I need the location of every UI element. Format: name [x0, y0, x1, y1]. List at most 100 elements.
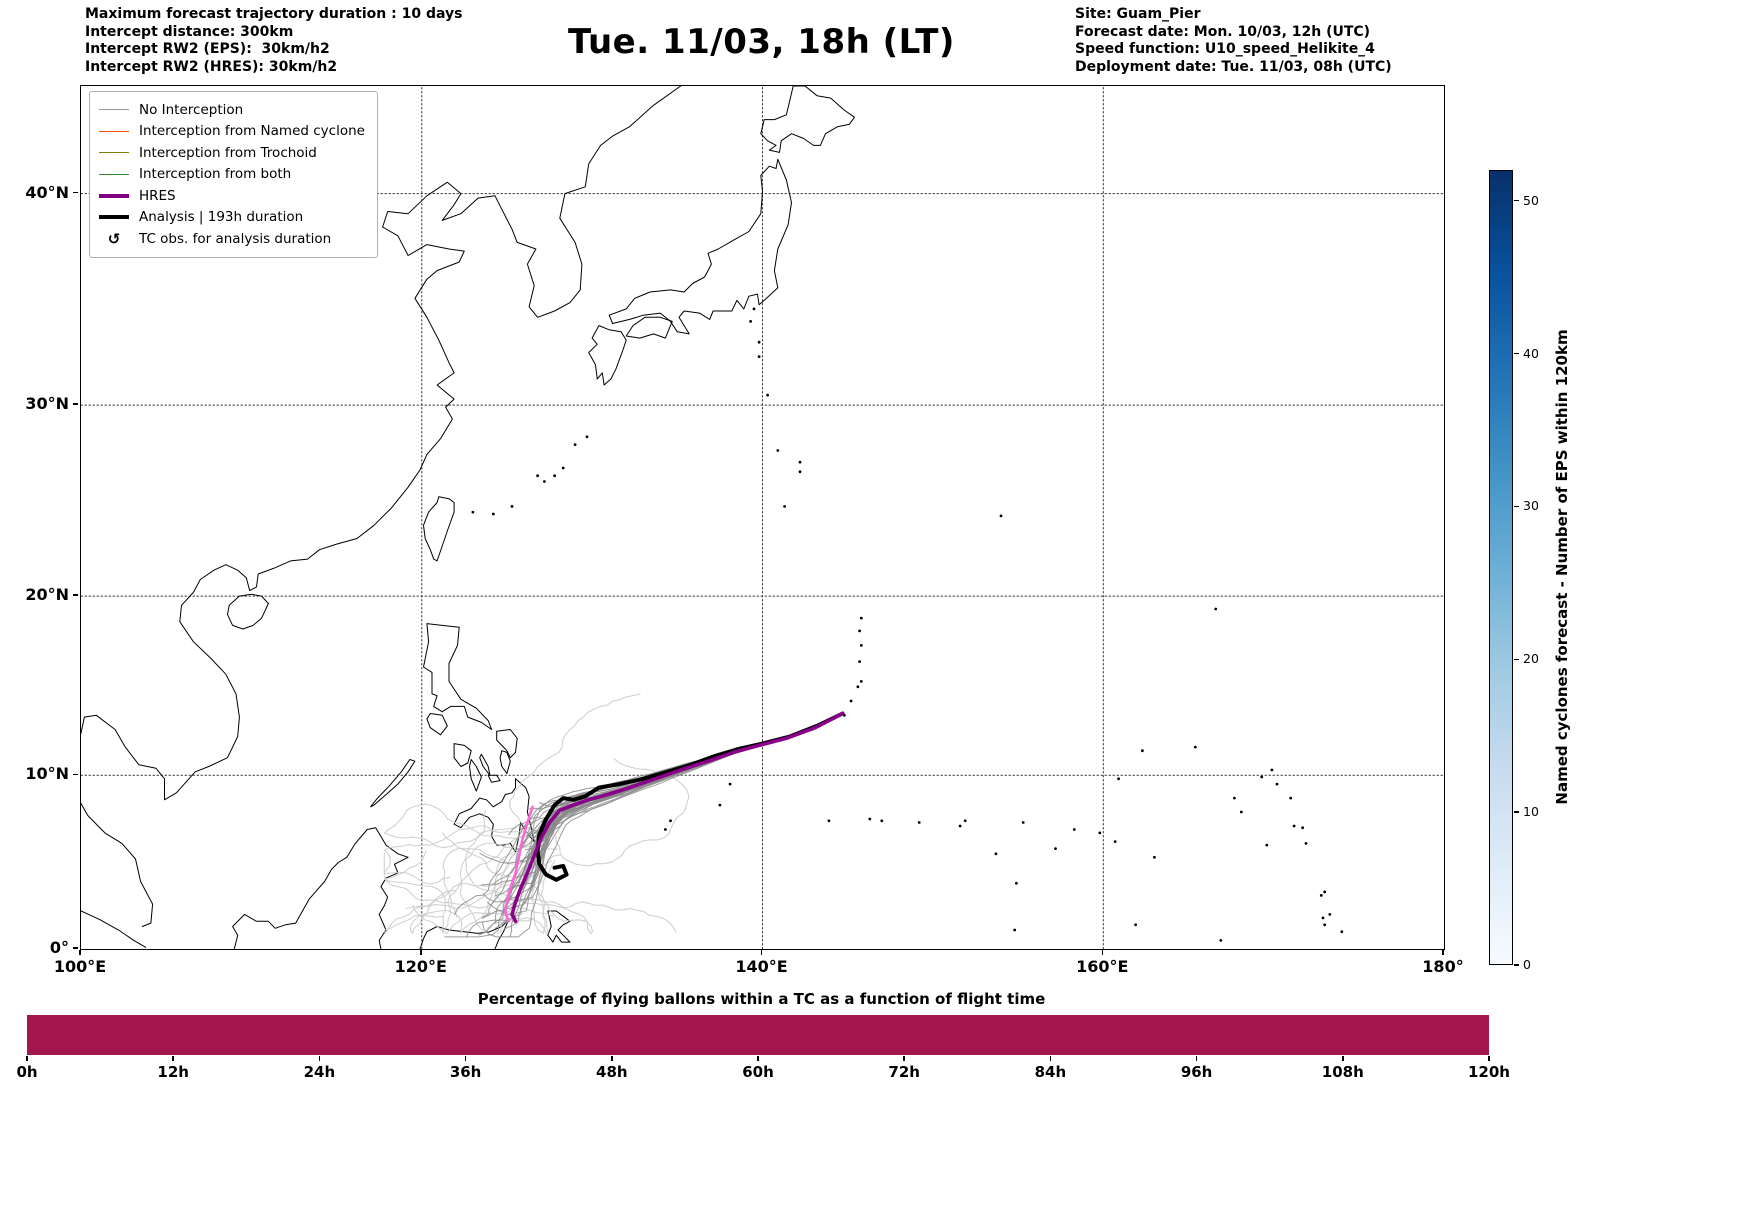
small-island	[471, 510, 475, 514]
small-island	[752, 307, 756, 311]
small-island	[1323, 890, 1327, 894]
bottom-tick-label: 24h	[303, 1063, 336, 1081]
colorbar-tickmark	[1514, 811, 1519, 813]
forecast-param-line: Maximum forecast trajectory duration : 1…	[85, 6, 463, 22]
bottom-tickmark	[611, 1056, 613, 1061]
eps-track	[527, 713, 844, 810]
x-tickmark	[760, 950, 763, 955]
small-island	[491, 512, 495, 516]
small-island	[1013, 928, 1017, 932]
small-island	[1054, 847, 1057, 850]
colorbar-tickmark	[1514, 964, 1519, 966]
y-tickmark	[73, 191, 78, 194]
legend-item: Interception from Trochoid	[99, 142, 365, 164]
small-island	[1340, 930, 1344, 934]
analysis-track	[535, 711, 845, 882]
small-island	[757, 340, 761, 344]
small-island	[880, 819, 884, 823]
small-island	[798, 460, 802, 464]
bottom-chart-title: Percentage of flying ballons within a TC…	[477, 990, 1046, 1008]
colorbar-tick-label: 10	[1523, 804, 1539, 820]
small-island	[1319, 894, 1323, 897]
small-island	[776, 449, 780, 452]
y-tick-label: 20°N	[25, 585, 69, 605]
coastline	[608, 158, 792, 335]
small-island	[858, 660, 861, 663]
x-tickmark	[1101, 950, 1103, 955]
x-tick-label: 180°	[1422, 957, 1464, 976]
colorbar-tick-label: 0	[1523, 957, 1531, 972]
small-island	[1289, 796, 1293, 800]
stray-track	[383, 825, 550, 885]
bottom-tick-label: 48h	[596, 1063, 628, 1081]
coastline	[423, 623, 493, 730]
hres-track	[510, 711, 845, 924]
y-tickmark	[73, 947, 78, 949]
small-island	[1113, 840, 1117, 843]
balloon-tc-percentage-bar	[27, 1015, 1489, 1055]
small-island	[543, 480, 546, 483]
small-island	[1270, 768, 1274, 772]
legend-line-sample	[99, 130, 129, 132]
small-island	[766, 393, 769, 397]
y-tick-label: 40°N	[25, 182, 69, 202]
small-island	[536, 474, 539, 478]
small-island	[553, 474, 556, 478]
small-island	[827, 819, 831, 823]
coastline	[479, 753, 491, 776]
stray-track	[383, 847, 524, 909]
coastline	[370, 759, 416, 808]
coastline	[227, 593, 269, 630]
colorbar-tickmark	[1514, 505, 1519, 508]
forecast-param-line: Intercept RW2 (HRES): 30km/h2	[85, 58, 338, 75]
small-island	[1239, 810, 1243, 814]
small-island	[749, 320, 752, 323]
bottom-tickmark	[1342, 1056, 1344, 1061]
stray-track	[383, 863, 537, 934]
site-info-line: Deployment date: Tue. 11/03, 08h (UTC)	[1075, 58, 1392, 75]
map-plot: No Interception Interception from Named c…	[80, 85, 1445, 950]
eps-track	[493, 713, 844, 884]
bottom-tick-label: 0h	[16, 1063, 38, 1081]
stray-track	[509, 693, 641, 833]
coastline	[588, 325, 627, 386]
bottom-tick-label: 12h	[157, 1063, 189, 1081]
bottom-tickmark	[26, 1056, 28, 1061]
small-island	[728, 782, 732, 786]
bottom-tickmark	[1488, 1056, 1490, 1061]
x-tick-label: 120°E	[394, 957, 447, 976]
small-island	[1265, 843, 1269, 847]
small-island	[859, 644, 863, 647]
small-island	[958, 824, 962, 828]
x-tickmark	[79, 950, 81, 955]
coastlines	[81, 86, 1344, 949]
eps-track	[482, 713, 844, 918]
colorbar	[1489, 170, 1513, 965]
x-tick-label: 160°E	[1076, 957, 1129, 976]
legend-line-sample	[99, 152, 129, 154]
colorbar-tick-label: 40	[1523, 345, 1539, 361]
coastline	[547, 910, 571, 943]
small-island	[1275, 782, 1279, 786]
bottom-tick-label: 60h	[742, 1063, 774, 1081]
small-island	[849, 699, 853, 703]
legend-label: No Interception	[139, 101, 244, 118]
eps-track	[529, 713, 844, 836]
coastline	[487, 774, 501, 783]
forecast-param-line: Intercept distance: 300km	[85, 23, 294, 40]
eps-track	[527, 713, 844, 875]
coastline	[453, 743, 472, 767]
small-island	[1321, 916, 1325, 920]
colorbar-tick-label: 20	[1523, 651, 1539, 667]
trajectories	[383, 693, 845, 938]
coastline	[419, 919, 510, 949]
legend-label: Analysis | 193h duration	[139, 209, 304, 226]
x-tickmark	[420, 950, 422, 955]
small-island	[1193, 745, 1197, 749]
small-island	[1323, 923, 1327, 927]
small-island	[868, 817, 872, 821]
map-canvas	[81, 86, 1444, 949]
bottom-tickmark	[464, 1056, 467, 1061]
coastline	[496, 729, 518, 759]
bottom-tick-label: 84h	[1034, 1063, 1067, 1081]
